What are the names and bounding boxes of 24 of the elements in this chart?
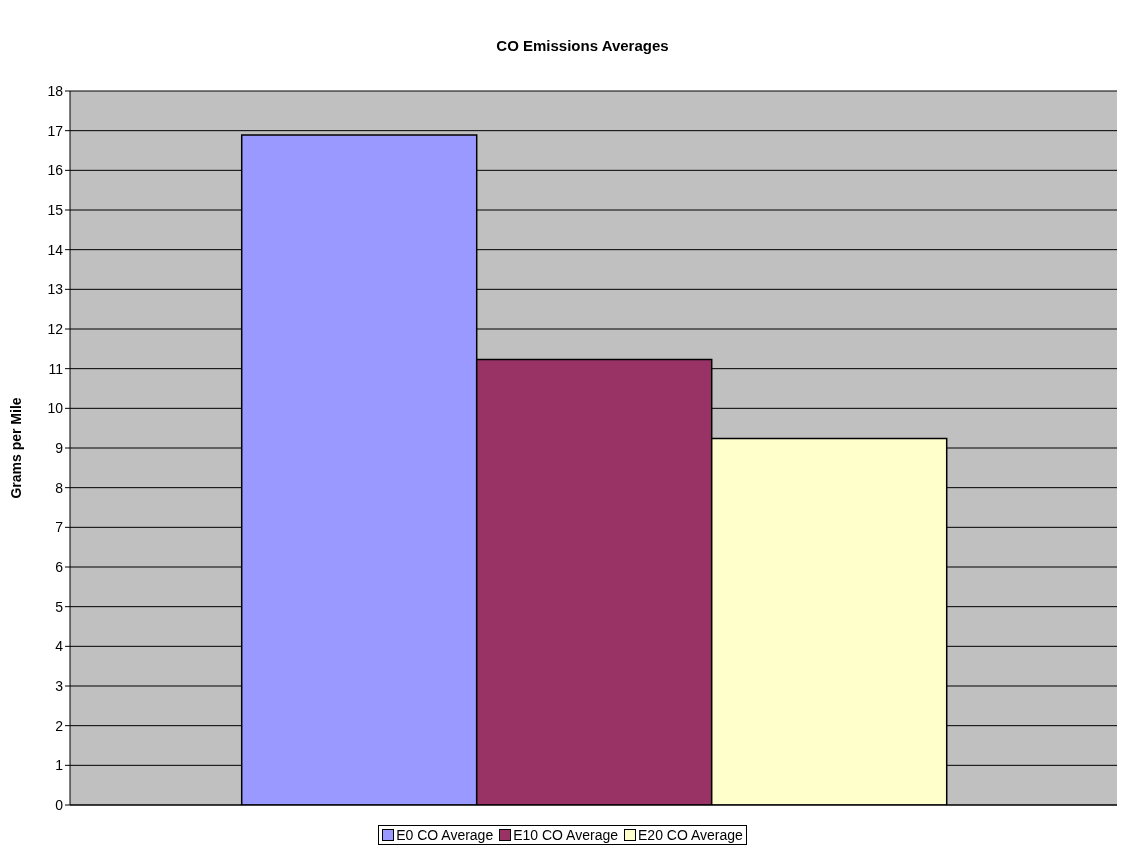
y-tick-label: 0 — [55, 796, 64, 813]
y-tick-label: 16 — [47, 162, 64, 179]
y-tick-label: 2 — [55, 717, 64, 734]
y-tick-label: 10 — [47, 400, 64, 417]
legend-label: E0 CO Average — [395, 827, 494, 843]
y-tick-label: 6 — [55, 558, 64, 575]
y-tick-label: 14 — [47, 241, 64, 258]
chart-title: CO Emissions Averages — [496, 37, 669, 54]
y-tick-label: 13 — [47, 281, 64, 298]
y-tick-label: 17 — [47, 122, 64, 139]
y-tick-label: 12 — [47, 320, 64, 337]
y-tick-label: 7 — [55, 519, 64, 536]
y-axis-title: Grams per Mile — [7, 397, 24, 499]
y-tick-label: 18 — [47, 82, 64, 99]
y-tick-label: 15 — [47, 201, 64, 218]
y-tick-label: 5 — [55, 598, 64, 615]
y-tick-label: 9 — [55, 439, 64, 456]
y-tick-label: 11 — [48, 360, 64, 377]
y-tick-label: 1 — [55, 757, 64, 774]
legend-label: E10 CO Average — [512, 827, 619, 843]
legend-label: E20 CO Average — [637, 827, 743, 843]
y-tick-label: 8 — [55, 479, 64, 496]
y-tick-label: 3 — [55, 677, 64, 694]
y-tick-label: 4 — [55, 638, 64, 655]
